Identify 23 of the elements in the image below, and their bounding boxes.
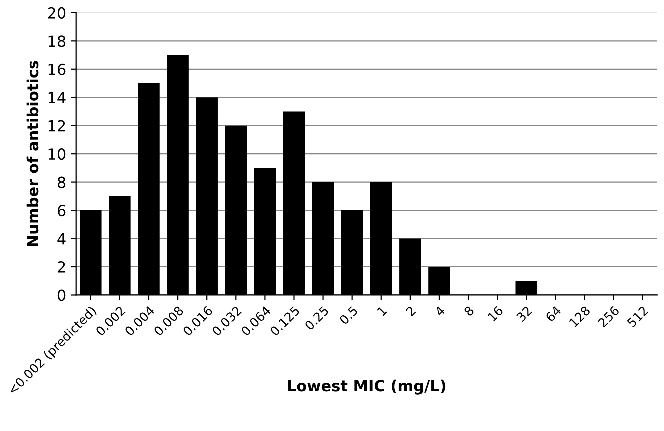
x-tick-label: 128	[568, 306, 591, 328]
y-axis-title: Number of antibiotics	[26, 61, 39, 246]
x-tick-label: 64	[545, 306, 562, 322]
y-tick-label: 18	[48, 36, 66, 48]
x-tick-label: 2	[406, 306, 416, 317]
y-tick-label: 16	[48, 64, 66, 76]
x-tick-label: 8	[464, 306, 475, 317]
x-tick-label: 1	[377, 306, 388, 316]
x-tick-label: 512	[626, 306, 649, 328]
y-tick-label: 14	[48, 92, 66, 104]
y-tick-label: 2	[58, 261, 66, 273]
x-tick-label: 16	[487, 306, 504, 322]
y-tick-label: 12	[48, 120, 66, 132]
x-tick-label: 0.5	[339, 306, 358, 326]
x-axis-title: Lowest MIC (mg/L)	[288, 380, 446, 395]
y-tick-label: 20	[48, 7, 66, 19]
y-tick-label: 10	[48, 148, 66, 160]
x-tick-label: 32	[516, 306, 533, 322]
y-tick-label: 0	[58, 290, 66, 302]
y-tick-label: 6	[58, 205, 66, 217]
y-tick-label: 8	[58, 176, 66, 188]
y-tick-label: 4	[58, 233, 66, 245]
x-tick-label: 4	[434, 306, 446, 317]
